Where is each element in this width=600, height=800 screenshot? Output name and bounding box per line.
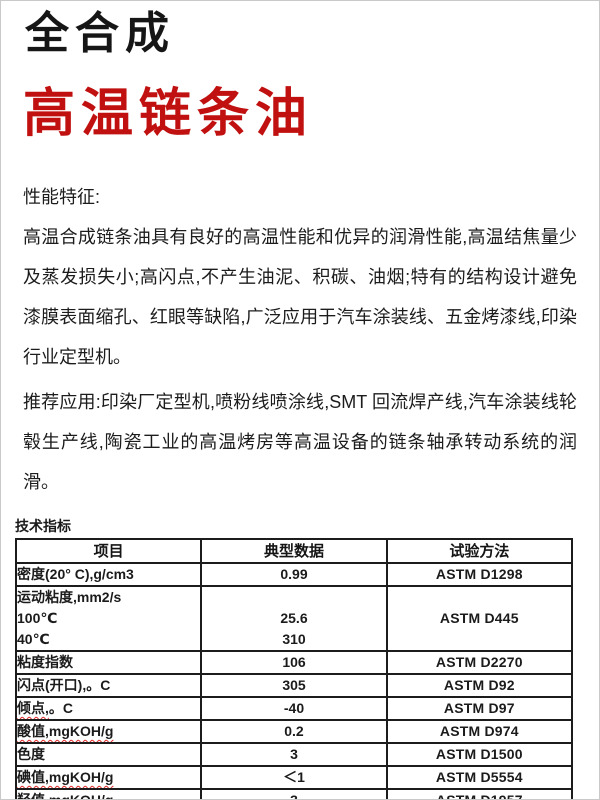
spec-item-label: 酸值,mgKOH/g <box>17 721 200 742</box>
spec-item-value: 3 <box>290 791 298 800</box>
performance-paragraph: 高温合成链条油具有良好的高温性能和优异的润滑性能,高温结焦量少及蒸发损失小;高闪… <box>23 226 577 367</box>
value-cell: 106 <box>200 649 388 675</box>
item-cell: 密度(20° C),g/cm3 <box>14 561 203 587</box>
product-title: 高温链条油 <box>23 84 314 143</box>
table-row: 倾点,。C -40 ASTM D97 <box>14 695 574 721</box>
value-cell: 305 <box>200 672 388 698</box>
spec-item-value <box>202 587 385 608</box>
header-row: 项目 典型数据 试验方法 <box>14 537 574 564</box>
test-method-cell: ASTM D2270 <box>385 649 574 675</box>
performance-heading: 性能特征: <box>23 186 101 207</box>
spec-table: 项目 典型数据 试验方法 密度(20° C),g/cm3 0.99 ASTM D1298… <box>14 537 574 800</box>
spec-item-label: 密度(20° C),g/cm3 <box>17 565 134 582</box>
column-header: 项目 <box>14 537 203 564</box>
spellcheck-underlined-text: 羟值,mgKOH/g <box>17 791 114 800</box>
spec-item-value: 0.99 <box>280 565 308 582</box>
spec-item-value: 25.6 <box>280 609 308 626</box>
test-method-cell: ASTM D1957 <box>385 787 574 799</box>
item-cell: 碘值,mgKOH/g <box>14 764 203 790</box>
spec-item-value: 0.2 <box>284 722 304 739</box>
spec-item-value: 310 <box>282 630 306 647</box>
value-cell: 3 <box>200 741 388 767</box>
test-method-cell: ASTM D974 <box>385 718 574 744</box>
spec-item-label: 粘度指数 <box>17 653 73 670</box>
column-header: 试验方法 <box>385 537 574 564</box>
item-cell: 倾点,。C <box>14 695 203 721</box>
spec-item-value: 106 <box>282 653 306 670</box>
value-cell: 25.6 310 <box>200 584 388 652</box>
spec-item-label: 40℃ <box>17 630 50 647</box>
spec-table-body: 密度(20° C),g/cm3 0.99 ASTM D1298 运动粘度,mm2/s 1… <box>14 561 574 800</box>
spec-item-label: 羟值,mgKOH/g <box>17 790 200 800</box>
item-cell: 运动粘度,mm2/s 100℃ 40℃ <box>14 584 203 652</box>
application-paragraph: 推荐应用:印染厂定型机,喷粉线喷涂线,SMT 回流焊产线,汽车涂装线轮毂生产线,… <box>23 391 577 492</box>
spec-item-label: 色度 <box>17 745 45 762</box>
table-row: 酸值,mgKOH/g 0.2 ASTM D974 <box>14 718 574 744</box>
item-cell: 闪点(开口),。C <box>14 672 203 698</box>
value-cell: 0.99 <box>200 561 388 587</box>
value-cell: ＜1 <box>200 764 388 790</box>
spec-item-value: ＜1 <box>283 768 305 785</box>
spec-item-value: 3 <box>290 745 298 762</box>
item-cell: 酸值,mgKOH/g <box>14 718 203 744</box>
test-method-cell: ASTM D445 <box>385 584 574 652</box>
spec-table-head: 项目 典型数据 试验方法 <box>14 537 574 564</box>
value-cell: -40 <box>200 695 388 721</box>
test-method-cell: ASTM D5554 <box>385 764 574 790</box>
table-row: 粘度指数 106 ASTM D2270 <box>14 649 574 675</box>
table-row: 色度 3 ASTM D1500 <box>14 741 574 767</box>
value-cell: 3 <box>200 787 388 800</box>
table-row: 密度(20° C),g/cm3 0.99 ASTM D1298 <box>14 561 574 587</box>
test-method-cell: ASTM D92 <box>385 672 574 698</box>
page-title: 全合成 <box>25 9 175 58</box>
spec-item-label: 100℃ <box>17 609 58 626</box>
table-row: 闪点(开口),。C 305 ASTM D92 <box>14 672 574 698</box>
spec-item-label: 碘值,mgKOH/g <box>17 767 200 788</box>
spellcheck-underlined-text: 碘值,mgKOH/g <box>17 768 114 785</box>
test-method-cell: ASTM D1500 <box>385 741 574 767</box>
table-caption: 技术指标 <box>15 517 71 534</box>
test-method-cell: ASTM D97 <box>385 695 574 721</box>
item-cell: 粘度指数 <box>14 649 203 675</box>
table-row: 运动粘度,mm2/s 100℃ 40℃ 25.6 310 ASTM D445 <box>14 584 574 652</box>
table-row: 碘值,mgKOH/g ＜1 ASTM D5554 <box>14 764 574 790</box>
test-method-cell: ASTM D1298 <box>385 561 574 587</box>
spec-item-value: 305 <box>282 676 306 693</box>
table-row: 羟值,mgKOH/g 3 ASTM D1957 <box>14 787 574 800</box>
spec-item-label: 倾点,。C <box>17 699 74 716</box>
value-cell: 0.2 <box>200 718 388 744</box>
spellcheck-underlined-text: 酸值,mgKOH/g <box>17 722 114 739</box>
item-cell: 色度 <box>14 741 203 767</box>
spec-item-label: 闪点(开口),。C <box>17 676 111 693</box>
spec-item-value: -40 <box>283 699 305 716</box>
column-header: 典型数据 <box>200 537 388 564</box>
item-cell: 羟值,mgKOH/g <box>14 787 203 800</box>
spellcheck-underlined-text: 倾点, <box>17 699 49 716</box>
spec-item-label: 运动粘度,mm2/s <box>17 588 122 605</box>
